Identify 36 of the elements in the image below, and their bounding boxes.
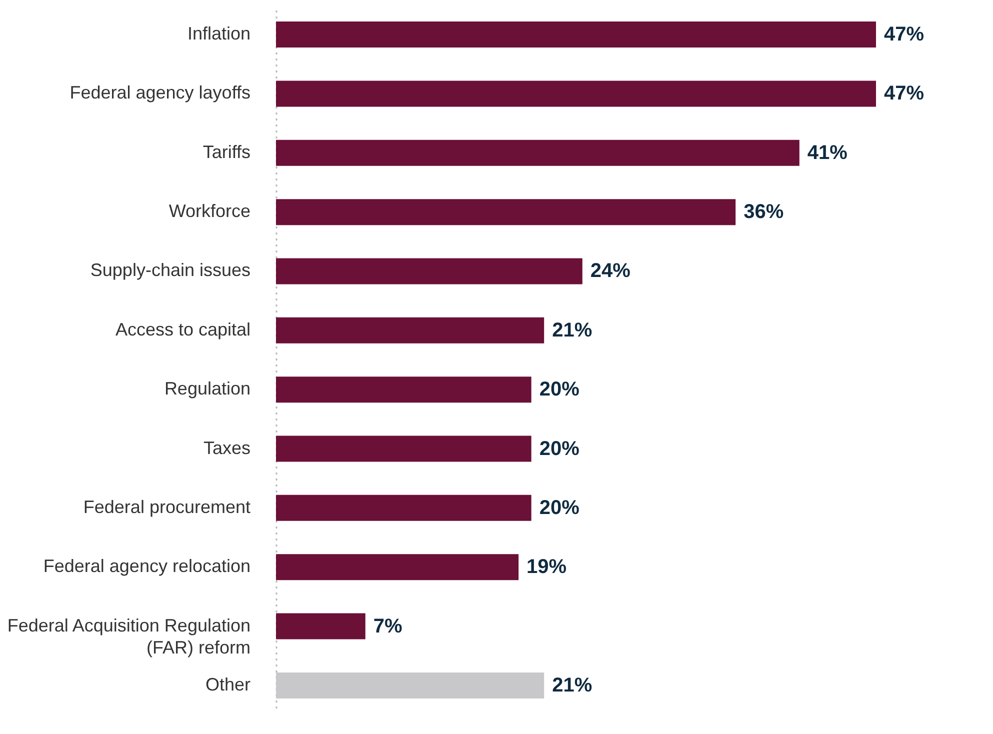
data-label: 36% <box>744 201 784 224</box>
data-label: 24% <box>590 260 631 282</box>
data-label: 20% <box>539 438 580 460</box>
y-tick-label: Workforce <box>168 201 250 222</box>
data-label: 21% <box>552 319 592 342</box>
data-label: 7% <box>373 615 402 638</box>
bar <box>276 22 876 48</box>
y-tick-label: Federal Acquisition Regulation (FAR) reform <box>7 615 250 658</box>
bar <box>276 494 532 521</box>
y-tick-label: Access to capital <box>115 319 250 340</box>
y-tick-label: Federal procurement <box>83 496 250 517</box>
data-label: 47% <box>884 82 924 105</box>
y-tick-label: Tariffs <box>202 142 250 162</box>
data-label: 20% <box>539 496 580 519</box>
bar <box>276 436 532 462</box>
bar <box>276 140 800 166</box>
bar <box>276 317 544 344</box>
bar <box>276 554 519 580</box>
bar <box>276 199 736 226</box>
bar <box>276 613 366 640</box>
y-tick-label: Supply-chain issues <box>90 260 250 280</box>
y-tick-label: Taxes <box>203 438 250 458</box>
bar <box>276 672 544 698</box>
data-label: 19% <box>526 556 567 578</box>
bar <box>276 258 582 284</box>
y-tick-label: Regulation <box>164 378 250 399</box>
data-label: 47% <box>884 24 924 46</box>
data-label: 20% <box>539 378 580 401</box>
y-tick-label: Other <box>205 674 250 694</box>
y-tick-label: Inflation <box>187 24 250 44</box>
data-label: 21% <box>552 674 592 696</box>
data-label: 41% <box>807 142 848 164</box>
bar <box>276 80 876 107</box>
bar <box>276 376 532 403</box>
y-tick-label: Federal agency layoffs <box>70 82 250 103</box>
y-tick-label: Federal agency relocation <box>43 556 250 576</box>
